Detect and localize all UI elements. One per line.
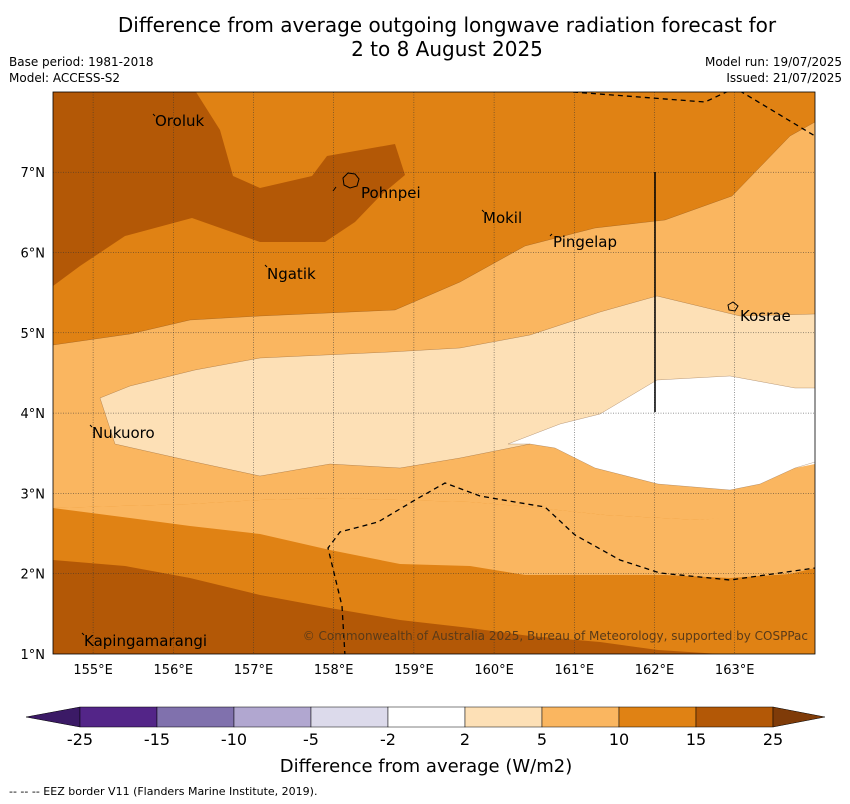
colorbar-tick-label: -5 — [303, 730, 319, 749]
colorbar-label: Difference from average (W/m2) — [280, 756, 572, 777]
kapingamarangi-mark — [81, 632, 85, 636]
place-label-nukuoro: Nukuoro — [92, 424, 155, 442]
colorbar-tick-label: -15 — [144, 730, 170, 749]
colorbar-segment — [79, 706, 158, 728]
eez-footnote: -- -- -- EEZ border V11 (Flanders Marine… — [9, 785, 318, 798]
base-period: Base period: 1981-2018 — [9, 55, 154, 69]
pingelap-mark — [549, 233, 553, 237]
place-label-kosrae: Kosrae — [740, 307, 791, 325]
lat-label: 2°N — [21, 568, 46, 583]
colorbar: -25 -15 -10 -5 -2 2 5 10 15 25 — [25, 706, 826, 749]
lat-label: 6°N — [21, 247, 46, 262]
colorbar-segment — [618, 706, 697, 728]
lon-label: 158°E — [314, 663, 354, 678]
colorbar-segment — [541, 706, 620, 728]
ngatik-mark — [264, 264, 268, 268]
model-name: Model: ACCESS-S2 — [9, 71, 121, 85]
place-label-pohnpei: Pohnpei — [361, 184, 421, 202]
colorbar-segment — [464, 706, 543, 728]
lat-label: 1°N — [21, 648, 46, 663]
issued-date: Issued: 21/07/2025 — [726, 71, 842, 85]
pohnpei-outline — [342, 172, 360, 189]
lat-label: 3°N — [21, 487, 46, 502]
colorbar-segment — [695, 706, 774, 728]
mokil-mark — [481, 209, 485, 213]
band-15-25-north — [53, 92, 405, 286]
lon-label: 159°E — [394, 663, 434, 678]
islands — [81, 113, 739, 636]
eez-border-north — [572, 92, 815, 137]
band-5-10-south — [53, 498, 815, 578]
colorbar-segment — [156, 706, 235, 728]
place-labels: Oroluk Pohnpei Mokil Pingelap Ngatik Kos… — [84, 112, 791, 650]
title-line-1: Difference from average outgoing longwav… — [117, 13, 777, 37]
colorbar-tick-label: 25 — [763, 730, 783, 749]
colorbar-extend-high — [772, 706, 826, 728]
pohnpei-islet — [332, 186, 337, 192]
eez-borders — [327, 92, 815, 654]
meta-left: Base period: 1981-2018 Model: ACCESS-S2 — [9, 54, 154, 86]
colorbar-segment — [387, 706, 466, 728]
band-neg2-2 — [508, 376, 815, 490]
lon-label: 161°E — [555, 663, 595, 678]
lon-label: 163°E — [715, 663, 755, 678]
kosrae-outline — [727, 301, 739, 312]
meta-right: Model run: 19/07/2025 Issued: 21/07/2025 — [705, 54, 842, 86]
colorbar-tick-label: 2 — [460, 730, 470, 749]
lon-label: 155°E — [73, 663, 113, 678]
place-label-ngatik: Ngatik — [267, 265, 316, 283]
oroluk-mark — [152, 113, 156, 117]
place-label-kapingamarangi: Kapingamarangi — [84, 632, 207, 650]
lon-label: 157°E — [234, 663, 274, 678]
nukuoro-mark — [89, 424, 93, 428]
contour-line — [507, 375, 815, 445]
map-area: Oroluk Pohnpei Mokil Pingelap Ngatik Kos… — [53, 92, 815, 654]
latitude-labels: 1°N 2°N 3°N 4°N 5°N 6°N 7°N — [21, 166, 46, 663]
colorbar-tick-label: -25 — [67, 730, 93, 749]
place-label-oroluk: Oroluk — [155, 112, 204, 130]
map-title: Difference from average outgoing longwav… — [0, 13, 850, 61]
colorbar-extend-low — [25, 706, 81, 728]
map-frame — [52, 91, 816, 655]
gridlines — [53, 92, 815, 654]
lon-label: 160°E — [474, 663, 514, 678]
lat-label: 4°N — [21, 407, 46, 422]
lat-label: 5°N — [21, 327, 46, 342]
colorbar-tick-label: -10 — [221, 730, 247, 749]
colorbar-tick-label: -2 — [380, 730, 396, 749]
title-line-2: 2 to 8 August 2025 — [351, 37, 543, 61]
copyright-notice: © Commonwealth of Australia 2025, Bureau… — [303, 629, 808, 643]
band-15-25-south — [53, 560, 720, 654]
colorbar-tick-label: 15 — [686, 730, 706, 749]
colorbar-tick-label: 10 — [609, 730, 629, 749]
eez-border-south — [327, 482, 815, 654]
place-label-pingelap: Pingelap — [553, 233, 617, 251]
contour-line — [99, 397, 531, 477]
colorbar-tick-label: 5 — [537, 730, 547, 749]
contour-line — [508, 443, 815, 491]
lat-label: 7°N — [21, 166, 46, 181]
colorbar-segment — [233, 706, 312, 728]
lon-label: 156°E — [154, 663, 194, 678]
place-label-mokil: Mokil — [483, 209, 522, 227]
lon-label: 162°E — [635, 663, 675, 678]
model-run: Model run: 19/07/2025 — [704, 55, 842, 69]
contour-line — [53, 121, 815, 346]
colorbar-segment — [310, 706, 389, 728]
longitude-labels: 155°E 156°E 157°E 158°E 159°E 160°E 161°E 162°E… — [73, 663, 754, 678]
